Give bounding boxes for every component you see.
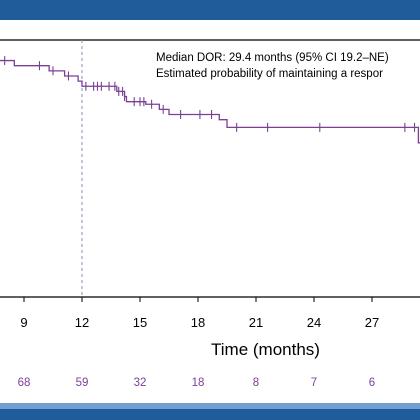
annotation-probability: Estimated probability of maintaining a r…	[156, 68, 383, 80]
km-curve-line-0	[0, 59, 420, 144]
x-tick-group: 9 12 15 18 21 24 27	[20, 297, 379, 330]
x-tick-label-27: 27	[365, 315, 379, 330]
risk-count-9: 68	[18, 377, 31, 389]
risk-count-15: 32	[134, 377, 147, 389]
risk-count-12: 59	[76, 377, 89, 389]
risk-table-group: 68 59 32 18 8 7 6	[18, 377, 376, 389]
footer-band	[0, 403, 420, 420]
x-axis-label: Time (months)	[211, 340, 320, 359]
x-tick-label-15: 15	[133, 315, 147, 330]
chart-axes	[0, 39, 420, 298]
risk-count-21: 8	[253, 377, 259, 389]
x-tick-label-21: 21	[249, 315, 263, 330]
risk-count-18: 18	[192, 377, 205, 389]
x-tick-label-18: 18	[191, 315, 205, 330]
x-tick-label-9: 9	[20, 315, 27, 330]
risk-count-24: 7	[311, 377, 317, 389]
x-tick-label-24: 24	[307, 315, 321, 330]
x-tick-label-12: 12	[75, 315, 89, 330]
header-band	[0, 0, 420, 20]
km-curve-group	[0, 56, 420, 144]
annotation-median-dor: Median DOR: 29.4 months (95% CI 19.2–NE)	[156, 52, 389, 64]
risk-count-27: 6	[369, 377, 375, 389]
